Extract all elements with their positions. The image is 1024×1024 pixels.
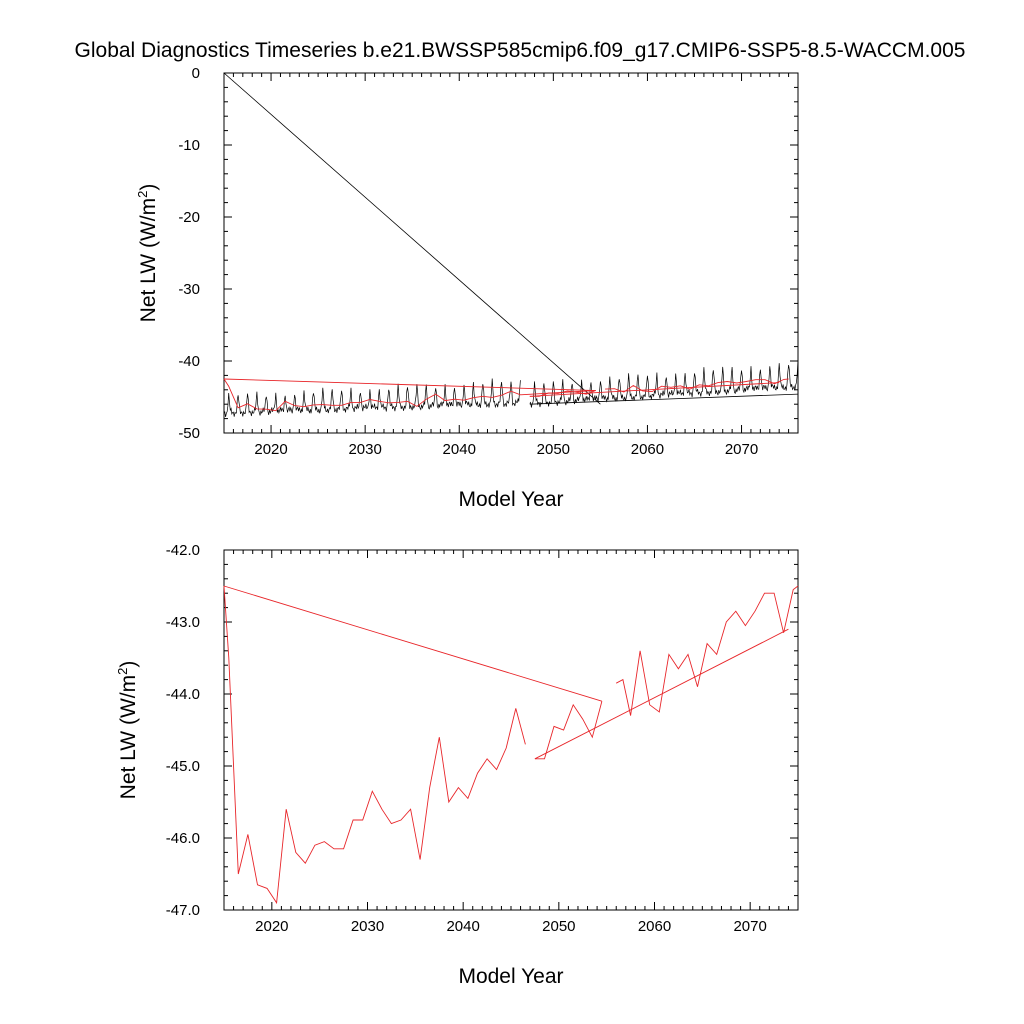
top-ticks [223,72,799,434]
bottom-y-axis-label-main: Net LW (W/m [117,675,140,799]
annual-series-line [615,585,799,716]
y-tick-label: -45.0 [166,758,200,775]
bottom-y-axis-label-tail: ) [117,661,140,668]
bottom-panel: -42.0-43.0-44.0-45.0-46.0-47.0 2020 2030 2… [115,542,799,988]
x-tick-label: 2040 [446,918,479,935]
bottom-series [223,585,799,905]
x-tick-label: 2060 [638,918,671,935]
top-y-axis-label-main: Net LW (W/m [137,198,160,322]
x-tick-label: 2050 [537,441,570,458]
top-ytick-labels: 0 -10 -20 -30 -40 -50 [178,65,200,442]
annual-connector-line [223,378,596,391]
x-tick-label: 2020 [254,441,287,458]
top-x-axis-label: Model Year [458,488,563,511]
y-tick-label: -43.0 [166,614,200,631]
bottom-x-axis-label: Model Year [458,965,563,988]
annual-series-line [223,585,526,905]
x-tick-label: 2070 [733,918,766,935]
x-tick-label: 2060 [631,441,664,458]
top-xtick-labels: 2020 2030 2040 2050 2060 2070 [254,441,758,458]
figure-title: Global Diagnostics Timeseries b.e21.BWSS… [75,39,966,62]
y-tick-label: -10 [178,137,200,154]
y-tick-label: -44.0 [166,686,200,703]
monthly-series-line [529,358,799,408]
x-tick-label: 2050 [542,918,575,935]
x-tick-label: 2040 [443,441,476,458]
annual-series-line [529,382,780,397]
annual-series-line [605,378,789,393]
top-y-axis-label: Net LW (W/m2) [135,184,160,323]
bottom-y-axis-label: Net LW (W/m2) [115,661,140,800]
monthly-connector-line [529,393,799,405]
top-panel: 0 -10 -20 -30 -40 -50 2020 2030 2040 2050 2060 207… [135,65,799,511]
y-tick-label: -30 [178,281,200,298]
x-tick-label: 2070 [725,441,758,458]
monthly-connector-line [223,72,601,405]
bottom-xtick-labels: 2020 2030 2040 2050 2060 2070 [255,918,767,935]
y-tick-label: 0 [192,65,200,82]
bottom-ticks [223,549,799,911]
y-tick-label: -42.0 [166,542,200,559]
top-y-axis-label-sup: 2 [135,191,150,198]
top-series [223,72,799,417]
top-plot-frame [223,72,799,434]
x-tick-label: 2030 [348,441,381,458]
y-tick-label: -40 [178,353,200,370]
monthly-series-line [223,378,521,417]
annual-series-line [223,378,596,412]
x-tick-label: 2030 [351,918,384,935]
bottom-ytick-labels: -42.0 -43.0 -44.0 -45.0 -46.0 -47.0 [166,542,200,919]
y-tick-label: -20 [178,209,200,226]
annual-connector-line [223,585,603,702]
y-tick-label: -47.0 [166,902,200,919]
annual-series-line [534,628,789,760]
y-tick-label: -46.0 [166,830,200,847]
top-y-axis-label-tail: ) [137,184,160,191]
bottom-y-axis-label-sup: 2 [115,668,130,675]
x-tick-label: 2020 [255,918,288,935]
y-tick-label: -50 [178,425,200,442]
